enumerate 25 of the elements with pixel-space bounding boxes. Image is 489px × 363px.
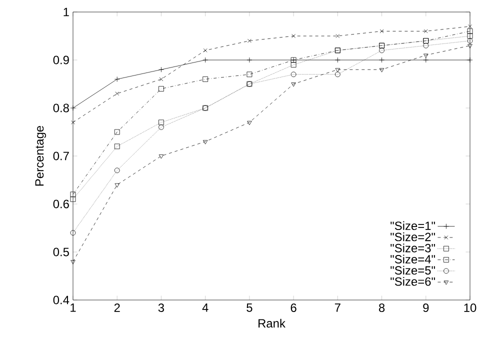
y-tick-label: 1: [64, 8, 69, 16]
x-tick-label: 8: [378, 304, 385, 312]
y-tick-label: 0.8: [53, 104, 69, 112]
x-axis-title: Rank: [258, 318, 286, 328]
x-tick-label: 2: [114, 304, 120, 312]
legend-label: "Size=4": [390, 254, 435, 264]
legend-label: "Size=6": [390, 277, 435, 286]
legend-label: "Size=1": [390, 221, 435, 230]
legend-label: "Size=5": [390, 266, 435, 275]
y-tick-label: 0.4: [53, 296, 70, 304]
x-tick-label: 6: [290, 304, 296, 312]
x-tick-label: 10: [464, 304, 476, 312]
x-tick-label: 9: [423, 304, 429, 312]
x-tick-label: 1: [70, 304, 76, 312]
legend-label: "Size=2": [390, 232, 435, 242]
y-tick-label: 0.6: [53, 200, 69, 208]
y-tick-label: 0.5: [53, 248, 69, 256]
x-tick-label: 4: [202, 304, 208, 312]
y-tick-label: 0.7: [53, 152, 69, 160]
legend-label: "Size=3": [390, 244, 435, 252]
y-tick-label: 0.9: [53, 56, 69, 64]
x-tick-label: 7: [334, 304, 340, 312]
x-tick-label: 3: [158, 304, 164, 312]
y-axis-title: Percentage: [35, 126, 46, 186]
x-tick-label: 5: [246, 304, 252, 312]
